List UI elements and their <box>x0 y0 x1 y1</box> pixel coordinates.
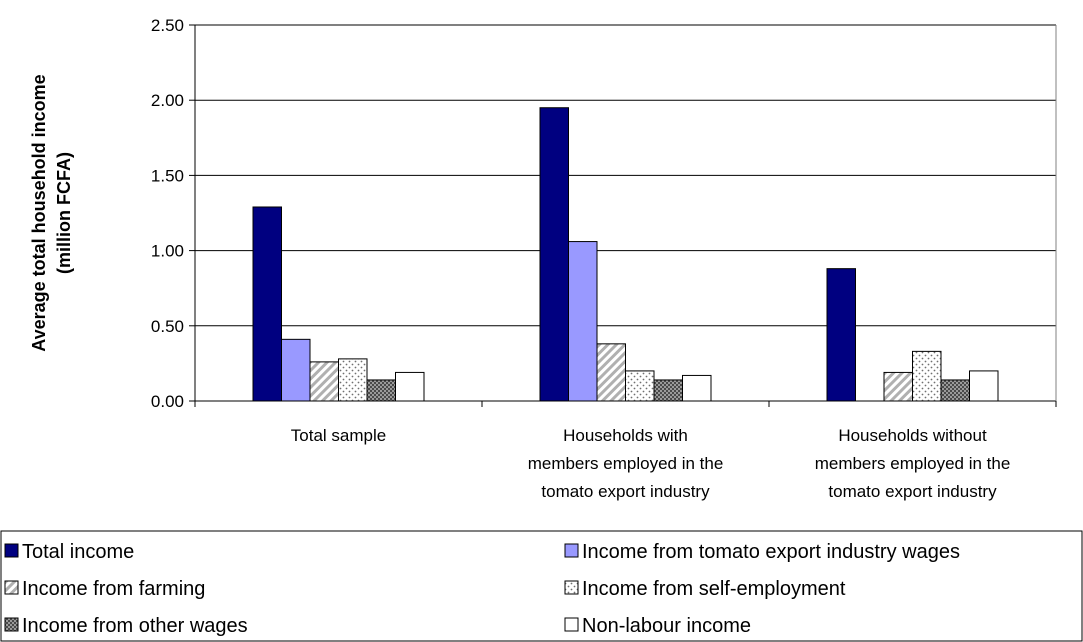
bar <box>912 350 942 402</box>
legend-label: Income from self-employment <box>582 578 846 600</box>
bar <box>338 358 368 402</box>
y-tick-label: 1.00 <box>151 242 184 261</box>
legend-swatch <box>564 543 579 558</box>
y-tick-label: 2.50 <box>151 16 184 35</box>
legend-box <box>0 530 1083 642</box>
y-tick-label: 1.50 <box>151 166 184 185</box>
x-tick-label: members employed in the <box>815 454 1011 473</box>
x-tick-label: members employed in the <box>528 454 724 473</box>
bar <box>395 371 425 402</box>
legend: Total income Income from tomato export in… <box>0 530 1083 642</box>
x-tick-label: Total sample <box>291 426 386 445</box>
bar <box>309 361 339 402</box>
bar <box>281 338 311 402</box>
legend-swatch <box>564 617 579 632</box>
legend-swatch <box>564 580 579 595</box>
legend-swatch <box>4 543 19 558</box>
bar <box>252 206 282 402</box>
bars <box>252 107 999 402</box>
legend-swatch <box>4 580 19 595</box>
bar <box>969 370 999 402</box>
y-axis-label: (million FCFA) <box>54 152 74 274</box>
y-tick-label: 0.00 <box>151 392 184 411</box>
bar <box>940 379 970 402</box>
bar <box>653 379 683 402</box>
bar <box>539 107 569 402</box>
y-tick-label: 2.00 <box>151 91 184 110</box>
x-tick-label: Households without <box>838 426 987 445</box>
x-tick-label: tomato export industry <box>541 482 710 501</box>
bar <box>625 370 655 402</box>
x-tick-label: Households with <box>563 426 688 445</box>
legend-label: Income from tomato export industry wages <box>582 541 960 563</box>
y-tick-label: 0.50 <box>151 317 184 336</box>
legend-label: Total income <box>22 541 134 563</box>
bar <box>682 374 712 402</box>
x-tick-label: tomato export industry <box>828 482 997 501</box>
legend-label: Income from farming <box>22 578 205 600</box>
legend-label: Income from other wages <box>22 615 248 637</box>
bar <box>568 241 598 402</box>
tick-labels: 0.00 0.50 1.00 1.50 2.00 2.50 Total sample Hous… <box>151 16 1010 501</box>
legend-swatch <box>4 617 19 632</box>
legend-label: Non-labour income <box>582 615 751 637</box>
bar <box>826 268 856 402</box>
bar <box>596 343 626 402</box>
bar <box>883 371 913 402</box>
y-axis-label: Average total household income <box>29 74 49 351</box>
gridlines <box>195 24 1056 327</box>
bar <box>366 379 396 402</box>
y-axis-title: Average total household income (million F… <box>29 74 74 351</box>
